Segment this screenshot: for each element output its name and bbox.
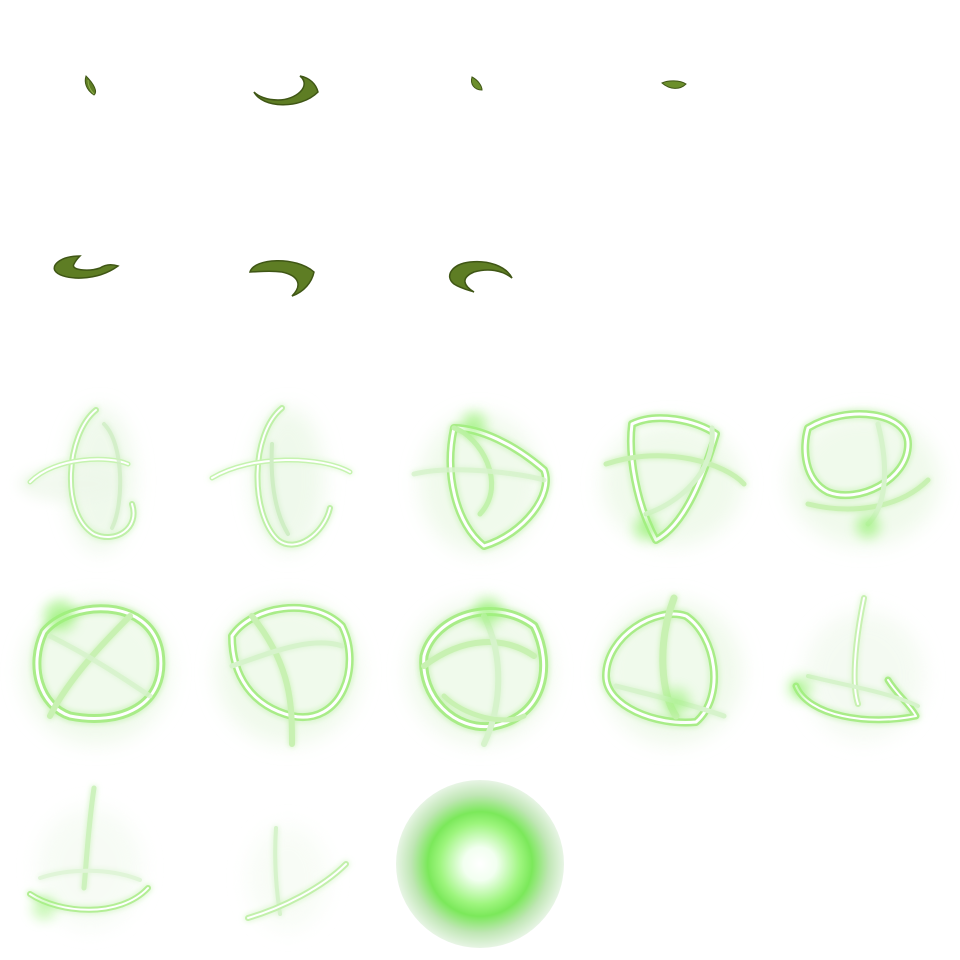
energy-ring-sprite — [192, 384, 384, 576]
energy-ring-sprite — [768, 384, 960, 576]
crescent-leaf-sprite — [192, 192, 384, 384]
crescent-leaf-sprite — [0, 192, 192, 384]
glow-orb-sprite — [396, 780, 564, 948]
energy-ring-sprite — [576, 576, 768, 768]
energy-ring-sprite — [0, 384, 192, 576]
energy-ring-sprite — [768, 576, 960, 768]
energy-ring-sprite — [192, 576, 384, 768]
leaf-sprite — [384, 0, 576, 192]
leaf-sprite — [576, 0, 768, 192]
energy-ring-sprite — [384, 576, 576, 768]
leaf-sprite — [0, 0, 192, 192]
energy-ring-fading-sprite — [192, 768, 384, 960]
energy-ring-sprite — [384, 384, 576, 576]
crescent-leaf-sprite — [192, 0, 384, 192]
energy-ring-fading-sprite — [0, 768, 192, 960]
crescent-leaf-sprite — [384, 192, 576, 384]
energy-ring-sprite — [576, 384, 768, 576]
energy-ring-sprite — [0, 576, 192, 768]
